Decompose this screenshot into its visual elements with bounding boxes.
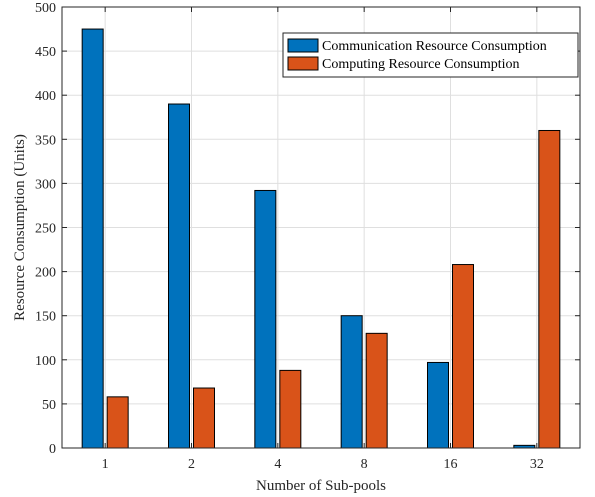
x-tick-label: 32: [530, 457, 544, 472]
y-tick-label: 500: [35, 1, 56, 16]
bars: [81, 28, 561, 449]
bar-computing: [538, 129, 561, 449]
y-tick-label: 450: [35, 45, 56, 60]
y-axis-label: Resource Consumption (Units): [12, 134, 28, 321]
ticks: 0 50 100 150 200 250 300 350 400 450 500 1 2 4 8 16 32: [35, 1, 580, 472]
legend-box: [282, 32, 579, 78]
legend-swatch-communication: [287, 38, 319, 53]
y-tick-label: 100: [35, 354, 56, 369]
x-axis-label: Number of Sub-pools: [256, 478, 386, 494]
legend-swatch-computing: [287, 56, 319, 71]
bar-communication: [81, 28, 104, 449]
legend-label-computing: Computing Resource Consumption: [322, 57, 520, 72]
legend: Communication Resource Consumption Compu…: [282, 32, 579, 78]
legend-label-communication: Communication Resource Consumption: [322, 39, 547, 54]
y-tick-label: 250: [35, 222, 56, 237]
bar-communication: [168, 103, 190, 449]
y-tick-label: 50: [42, 398, 56, 413]
x-tick-label: 4: [274, 457, 281, 472]
y-tick-label: 400: [35, 89, 56, 104]
y-tick-label: 150: [35, 310, 56, 325]
bar-computing: [193, 387, 215, 449]
bar-communication: [254, 189, 277, 449]
bar-computing: [365, 332, 388, 449]
bar-communication: [340, 315, 363, 449]
y-tick-label: 350: [35, 133, 56, 148]
y-tick-label: 300: [35, 177, 56, 192]
bar-computing: [452, 264, 474, 449]
x-tick-label: 8: [361, 457, 368, 472]
y-tick-label: 0: [49, 442, 56, 457]
x-tick-label: 2: [188, 457, 195, 472]
bar-computing: [279, 369, 302, 449]
bar-computing: [106, 396, 129, 449]
y-tick-label: 200: [35, 266, 56, 281]
x-tick-label: 16: [444, 457, 458, 472]
bar-communication: [427, 361, 449, 449]
x-tick-label: 1: [102, 457, 109, 472]
